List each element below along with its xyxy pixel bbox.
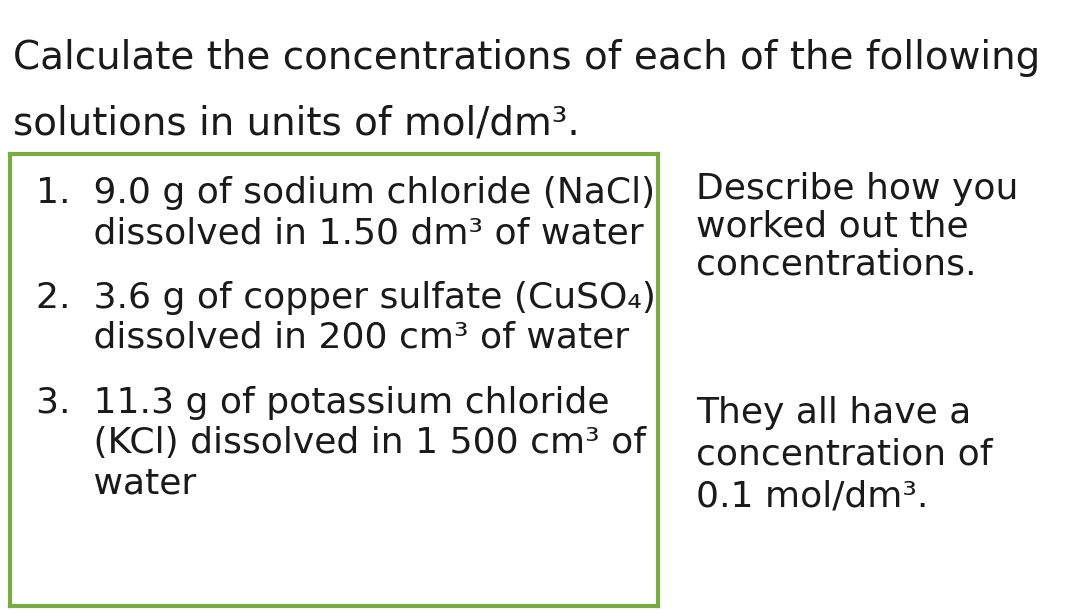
- Text: water: water: [36, 466, 197, 500]
- Text: concentrations.: concentrations.: [697, 248, 976, 282]
- Text: 0.1 mol/dm³.: 0.1 mol/dm³.: [697, 480, 929, 514]
- Text: concentration of: concentration of: [697, 438, 993, 472]
- Text: Calculate the concentrations of each of the following: Calculate the concentrations of each of …: [13, 39, 1040, 77]
- Text: (KCl) dissolved in 1 500 cm³ of: (KCl) dissolved in 1 500 cm³ of: [36, 426, 646, 460]
- Text: worked out the: worked out the: [697, 210, 969, 244]
- Text: 1.  9.0 g of sodium chloride (NaCl): 1. 9.0 g of sodium chloride (NaCl): [36, 176, 656, 210]
- Text: They all have a: They all have a: [697, 396, 971, 430]
- Text: 3.  11.3 g of potassium chloride: 3. 11.3 g of potassium chloride: [36, 386, 609, 420]
- Text: 2.  3.6 g of copper sulfate (CuSO₄): 2. 3.6 g of copper sulfate (CuSO₄): [36, 281, 656, 315]
- Text: Describe how you: Describe how you: [697, 172, 1018, 206]
- Text: dissolved in 1.50 dm³ of water: dissolved in 1.50 dm³ of water: [36, 216, 644, 250]
- Text: dissolved in 200 cm³ of water: dissolved in 200 cm³ of water: [36, 321, 629, 355]
- Text: solutions in units of mol/dm³.: solutions in units of mol/dm³.: [13, 105, 580, 143]
